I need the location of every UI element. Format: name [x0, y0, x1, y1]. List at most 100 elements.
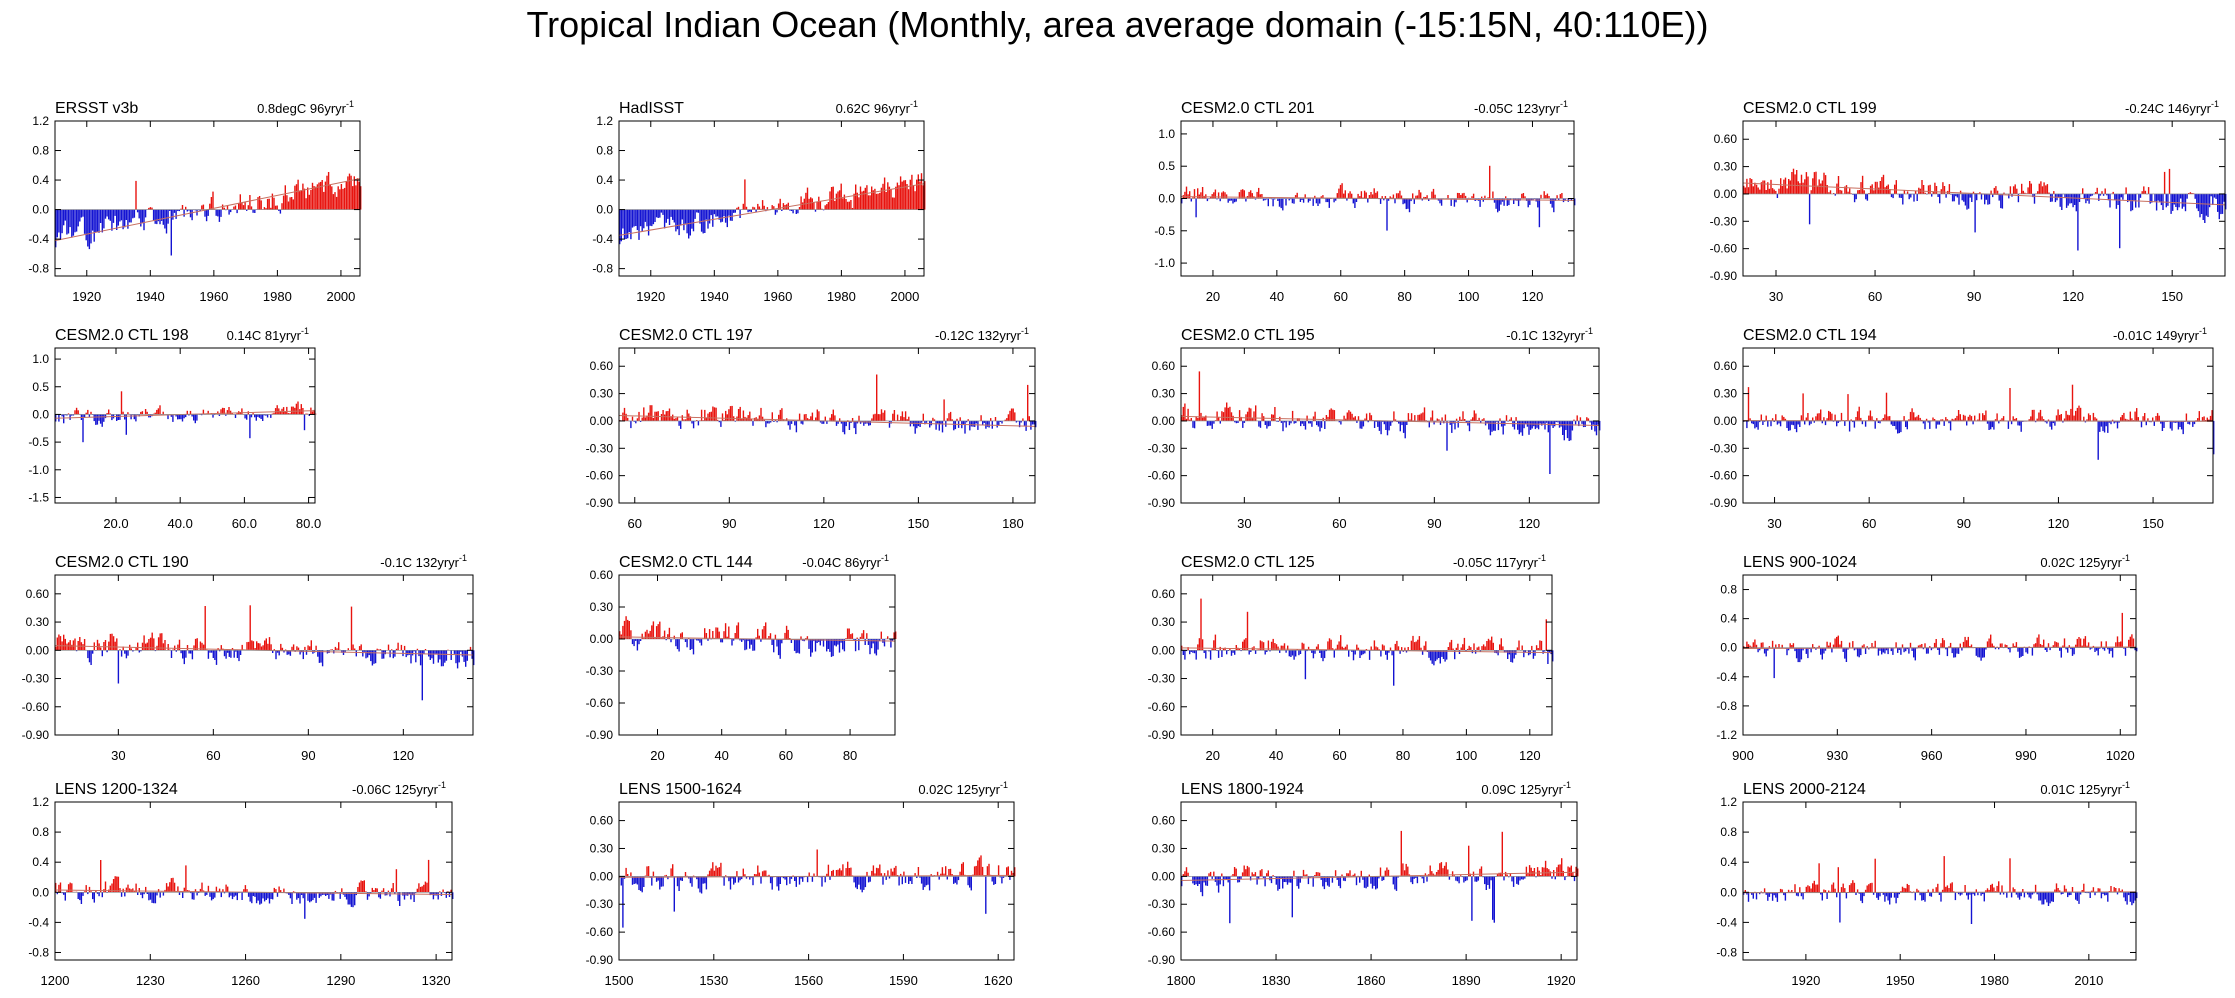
- bar: [818, 639, 820, 642]
- bar: [2052, 420, 2054, 424]
- bar: [1876, 892, 1878, 898]
- bar: [354, 892, 356, 906]
- bar: [116, 638, 118, 651]
- bar: [660, 876, 663, 887]
- bar: [2105, 420, 2107, 427]
- bar: [66, 643, 68, 651]
- bar: [2006, 645, 2008, 648]
- bar: [272, 650, 274, 653]
- bar: [1333, 650, 1335, 658]
- bar: [855, 184, 857, 210]
- bar: [1805, 886, 1807, 893]
- bar: [1537, 420, 1540, 430]
- bar: [1771, 418, 1774, 421]
- bar: [1375, 420, 1377, 422]
- bar: [1751, 179, 1753, 194]
- bar: [720, 639, 722, 643]
- bar: [1360, 870, 1362, 877]
- bar: [1420, 413, 1422, 421]
- bar: [350, 606, 353, 651]
- bar: [2046, 420, 2048, 424]
- bar: [1307, 198, 1310, 203]
- bar: [191, 650, 194, 660]
- bar: [1441, 650, 1443, 657]
- bar: [1405, 650, 1408, 653]
- bar: [1438, 419, 1440, 421]
- bar: [109, 209, 111, 221]
- bar: [257, 414, 259, 417]
- bar: [885, 876, 887, 880]
- bar: [1336, 644, 1339, 651]
- x-tick-label: 90: [301, 748, 315, 763]
- x-tick-label: 1590: [889, 973, 918, 988]
- bar: [903, 180, 905, 210]
- bar: [1271, 414, 1273, 421]
- bar: [1815, 884, 1817, 893]
- bar: [866, 871, 868, 877]
- bar: [1940, 419, 1942, 421]
- bar: [647, 412, 650, 421]
- bar: [1503, 876, 1505, 881]
- bar: [1967, 193, 1970, 209]
- bar: [683, 209, 685, 231]
- bar: [1573, 876, 1576, 882]
- bar: [2108, 420, 2111, 423]
- bar: [1006, 418, 1008, 421]
- bar: [901, 181, 903, 210]
- bar: [1296, 418, 1299, 421]
- bar: [1768, 892, 1771, 897]
- bar: [1751, 420, 1753, 424]
- y-tick-label: -0.4: [28, 232, 49, 246]
- bar: [1510, 650, 1512, 662]
- bar: [1296, 192, 1298, 199]
- bar: [218, 414, 221, 416]
- bar: [789, 876, 791, 884]
- bar: [859, 186, 862, 210]
- bar: [1543, 191, 1545, 199]
- bar: [723, 209, 725, 217]
- bar: [1903, 887, 1905, 893]
- bar: [875, 639, 878, 656]
- x-tick-label: 150: [908, 516, 930, 531]
- bar: [1269, 420, 1271, 426]
- bar: [1797, 892, 1799, 897]
- bar: [2175, 193, 2177, 207]
- bar: [1847, 647, 1849, 650]
- bar: [2136, 408, 2138, 421]
- bar: [98, 892, 100, 897]
- bar: [157, 209, 160, 222]
- bar: [974, 420, 976, 427]
- bar: [1270, 876, 1273, 884]
- bar: [1241, 872, 1244, 877]
- bar: [1274, 198, 1276, 200]
- bar: [1765, 415, 1767, 421]
- bar: [1897, 420, 1899, 434]
- bar: [2062, 892, 2064, 894]
- bar: [684, 872, 687, 877]
- bar: [1848, 885, 1851, 893]
- bar: [239, 194, 241, 210]
- bar: [1184, 650, 1186, 660]
- bar: [712, 209, 714, 227]
- bar: [1464, 195, 1467, 199]
- bar: [1746, 892, 1748, 895]
- bar: [924, 181, 926, 210]
- bar: [1338, 420, 1340, 423]
- bar: [1897, 892, 1899, 898]
- bar: [908, 416, 910, 421]
- bar: [643, 209, 645, 229]
- y-tick-label: -1.2: [1716, 728, 1737, 742]
- bar: [2113, 420, 2115, 424]
- bar: [106, 209, 108, 217]
- bar: [707, 413, 709, 421]
- bar: [1224, 192, 1226, 199]
- bar: [1506, 874, 1508, 877]
- bar: [1338, 641, 1340, 651]
- bar: [959, 871, 961, 877]
- bar: [795, 876, 797, 887]
- bar: [1787, 889, 1790, 893]
- bar: [162, 892, 165, 896]
- bar: [2017, 647, 2019, 652]
- bar: [339, 189, 341, 210]
- bar: [1353, 417, 1355, 421]
